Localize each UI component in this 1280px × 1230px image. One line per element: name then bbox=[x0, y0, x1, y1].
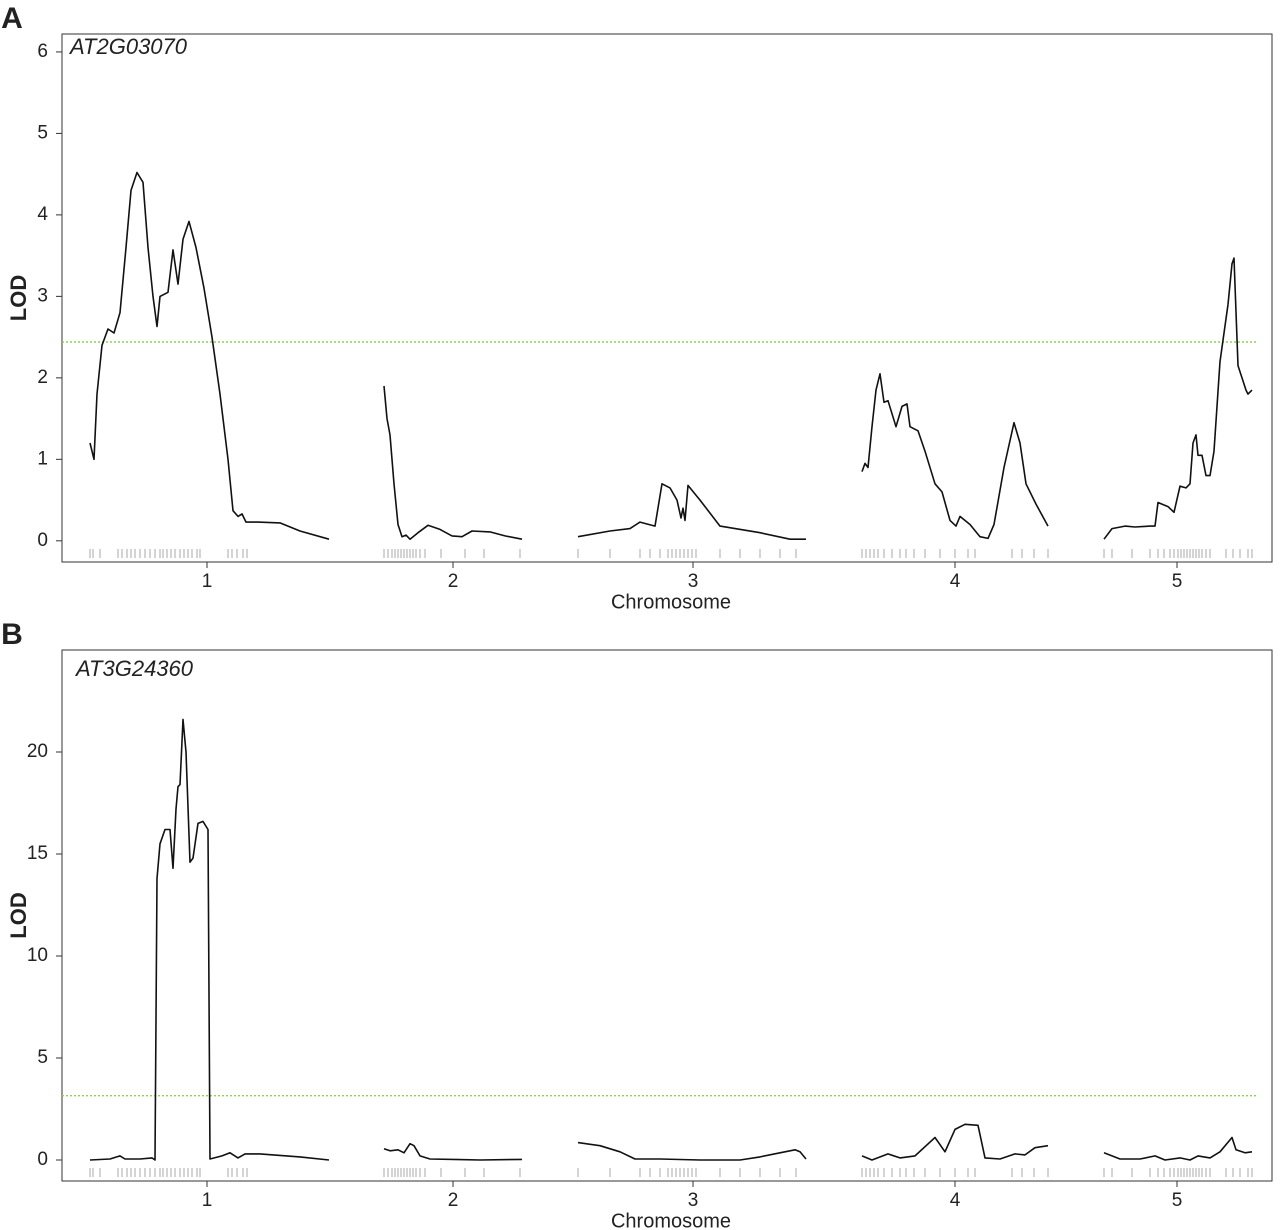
lod-curve bbox=[89, 171, 1253, 540]
plot-frame bbox=[61, 649, 1273, 1182]
x-tick-label: 5 bbox=[1172, 571, 1183, 592]
x-axis-title: Chromosome bbox=[611, 1210, 731, 1230]
y-tick-label: 20 bbox=[27, 741, 48, 762]
x-tick-label: 3 bbox=[688, 1190, 699, 1211]
y-tick-label: 6 bbox=[37, 41, 48, 62]
y-tick-label: 5 bbox=[37, 122, 48, 143]
x-tick-label: 2 bbox=[448, 571, 459, 592]
y-axis-title: LOD bbox=[6, 892, 31, 938]
y-axis-title: LOD bbox=[6, 275, 31, 321]
gene-title: AT2G03070 bbox=[68, 34, 188, 59]
plot-frame bbox=[61, 33, 1273, 563]
y-tick-label: 0 bbox=[37, 1149, 48, 1170]
x-tick-label: 5 bbox=[1172, 1190, 1183, 1211]
y-tick-label: 0 bbox=[37, 530, 48, 551]
y-tick-label: 4 bbox=[37, 204, 48, 225]
lod-curve bbox=[89, 718, 1253, 1161]
gene-title: AT3G24360 bbox=[74, 656, 194, 681]
x-tick-label: 1 bbox=[202, 571, 213, 592]
panel-letter: A bbox=[1, 2, 23, 35]
x-tick-label: 1 bbox=[202, 1190, 213, 1211]
x-axis-title: Chromosome bbox=[611, 591, 731, 613]
y-tick-label: 5 bbox=[37, 1047, 48, 1068]
y-tick-label: 2 bbox=[37, 367, 48, 388]
y-tick-label: 3 bbox=[37, 285, 48, 306]
x-tick-label: 4 bbox=[950, 1190, 961, 1211]
x-tick-label: 4 bbox=[950, 571, 961, 592]
x-tick-label: 3 bbox=[688, 571, 699, 592]
y-tick-label: 10 bbox=[27, 945, 48, 966]
x-tick-label: 2 bbox=[448, 1190, 459, 1211]
y-tick-label: 1 bbox=[37, 448, 48, 469]
y-tick-label: 15 bbox=[27, 843, 48, 864]
panel-letter: B bbox=[1, 618, 23, 651]
